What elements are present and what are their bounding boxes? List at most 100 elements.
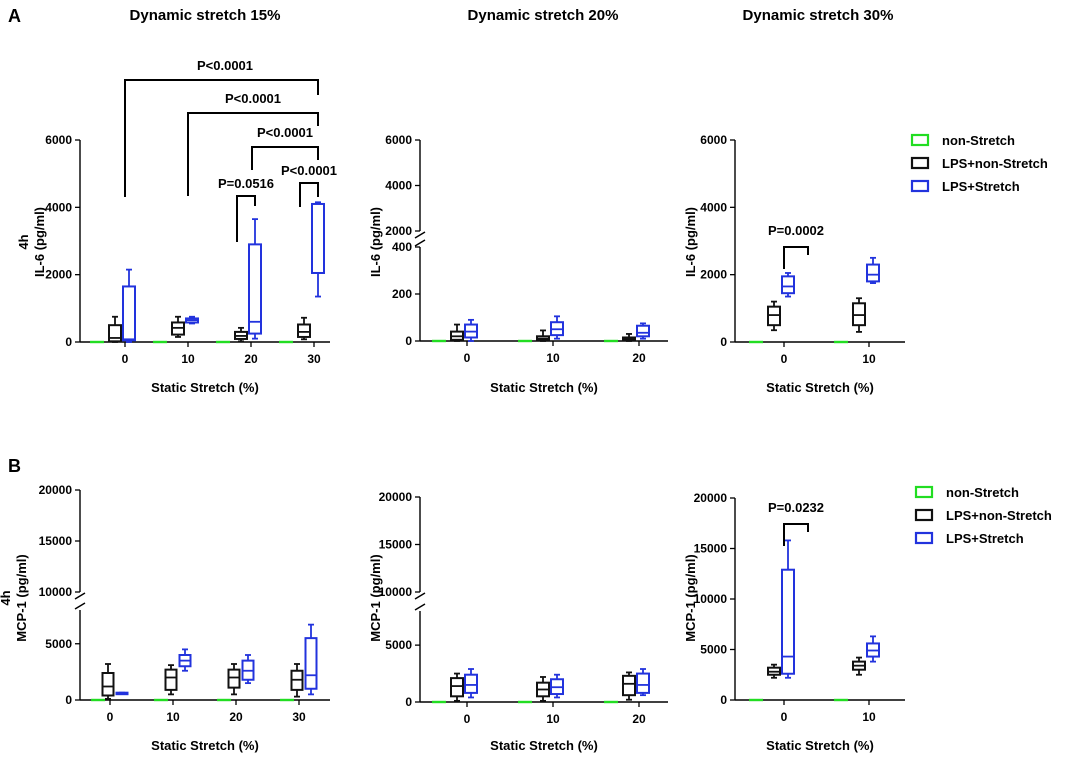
box-lps-non-stretch-30: [290, 663, 304, 698]
y-tick-label: 0: [65, 335, 72, 349]
box-iqr: [297, 323, 311, 338]
significance-label: P<0.0001: [225, 91, 281, 106]
y-tick-label: 20000: [694, 491, 728, 505]
box-lps-stretch-10: [185, 315, 199, 325]
box-lps-non-stretch-0: [767, 300, 781, 332]
chart-A1: 0 2000 4000 6000 0 10 20 30 Static Stretch (%) 4h…: [16, 58, 337, 395]
significance-label: P<0.0001: [281, 163, 337, 178]
y-tick-label: 200: [392, 287, 412, 301]
legend-b: non-Stretch LPS+non-Stretch LPS+Stretch: [914, 485, 1052, 546]
axis-break-mark: [74, 592, 86, 600]
significance-bracket: P<0.0001: [187, 91, 319, 196]
column-title-20: Dynamic stretch 20%: [468, 7, 619, 24]
x-tick-label: 10: [862, 710, 876, 724]
y-tick-label: 4000: [45, 200, 72, 214]
box-lps-stretch-20: [636, 668, 650, 697]
y-tick-label: 0: [405, 695, 412, 709]
y-axis-label: IL-6 (pg/ml): [32, 207, 47, 277]
legend-swatch: [914, 485, 934, 499]
box-iqr: [304, 637, 318, 690]
x-tick-label: 0: [464, 712, 471, 726]
box-lps-stretch-0: [781, 539, 795, 679]
bracket-line: [783, 523, 809, 546]
y-tick-label: 15000: [39, 534, 73, 548]
x-tick-label: 20: [632, 712, 646, 726]
x-tick-label: 20: [632, 351, 646, 365]
x-tick-label: 0: [107, 710, 114, 724]
significance-bracket: P<0.0001: [124, 58, 319, 197]
bracket-line: [783, 246, 809, 269]
box-lps-non-stretch-10: [852, 656, 866, 676]
box-iqr: [781, 275, 795, 295]
box-lps-non-stretch-0: [101, 663, 115, 700]
box-iqr: [866, 263, 880, 283]
box-lps-stretch-20: [636, 322, 650, 340]
y-tick-label: 2000: [385, 224, 412, 238]
significance-bracket: P<0.0001: [281, 163, 337, 207]
chart-A2: 0 200 400 2000 4000 6000 0 10 20 Static Stretch (…: [368, 133, 668, 395]
x-tick-label: 10: [546, 351, 560, 365]
x-axis-label: Static Stretch (%): [490, 380, 598, 395]
legends: non-StretchLPS+non-StretchLPS+Stretchnon…: [910, 133, 1052, 546]
bracket-line: [236, 195, 256, 242]
bracket-line: [251, 146, 319, 170]
y-tick-label: 5000: [45, 637, 72, 651]
box-lps-stretch-20: [241, 654, 255, 685]
y-tick-label: 0: [65, 693, 72, 707]
box-iqr: [622, 674, 636, 697]
box-lps-non-stretch-20: [234, 326, 248, 343]
x-tick-label: 30: [292, 710, 306, 724]
y-tick-label: 2000: [700, 268, 727, 282]
box-lps-non-stretch-10: [171, 315, 185, 338]
y-tick-label: 400: [392, 240, 412, 254]
y-axis-label: IL-6 (pg/ml): [368, 207, 383, 277]
x-tick-label: 0: [122, 352, 129, 366]
significance-label: P<0.0001: [257, 125, 313, 140]
box-lps-non-stretch-10: [536, 676, 550, 702]
bracket-line: [187, 112, 319, 196]
significance-bracket: P=0.0516: [218, 176, 274, 242]
box-lps-stretch-0: [464, 318, 478, 342]
column-title-30: Dynamic stretch 30%: [743, 7, 894, 24]
box-lps-stretch-0: [781, 272, 795, 298]
y-tick-label: 10000: [694, 592, 728, 606]
box-lps-non-stretch-30: [297, 316, 311, 341]
panel-label-a: A: [8, 6, 21, 26]
legend-swatch: [910, 156, 930, 170]
y-tick-label: 6000: [385, 133, 412, 147]
x-axis-label: Static Stretch (%): [151, 738, 259, 753]
box-iqr: [101, 672, 115, 697]
legend-label: LPS+non-Stretch: [946, 508, 1052, 523]
box-lps-stretch-10: [550, 315, 564, 340]
bracket-line: [124, 79, 319, 197]
legend-swatch: [910, 179, 930, 193]
box-lps-stretch-0: [122, 268, 136, 343]
y-tick-label: 5000: [385, 638, 412, 652]
significance-label: P=0.0516: [218, 176, 274, 191]
significance-label: P<0.0001: [197, 58, 253, 73]
y-tick-label: 0: [720, 693, 727, 707]
axis-break-mark: [74, 602, 86, 610]
box-lps-non-stretch-20: [622, 333, 636, 342]
x-axis-label: Static Stretch (%): [766, 738, 874, 753]
box-lps-stretch-30: [311, 201, 325, 298]
y-axis-label: IL-6 (pg/ml): [683, 207, 698, 277]
y-tick-label: 20000: [379, 490, 413, 504]
significance-bracket: P=0.0002: [768, 223, 824, 269]
box-iqr: [248, 243, 262, 335]
box-lps-stretch-20: [248, 218, 262, 340]
y-axis-label: MCP-1 (pg/ml): [368, 554, 383, 641]
box-lps-stretch-10: [550, 673, 564, 699]
box-lps-non-stretch-0: [450, 323, 464, 342]
x-tick-label: 10: [862, 352, 876, 366]
significance-label: P=0.0232: [768, 500, 824, 515]
legend-swatch: [914, 531, 934, 545]
box-lps-non-stretch-20: [622, 671, 636, 701]
y-axis-label: MCP-1 (pg/ml): [683, 554, 698, 641]
axis-break-mark: [414, 231, 426, 239]
box-iqr: [164, 668, 178, 691]
x-tick-label: 20: [244, 352, 258, 366]
legend-swatch: [910, 133, 930, 147]
box-lps-non-stretch-10: [164, 664, 178, 696]
